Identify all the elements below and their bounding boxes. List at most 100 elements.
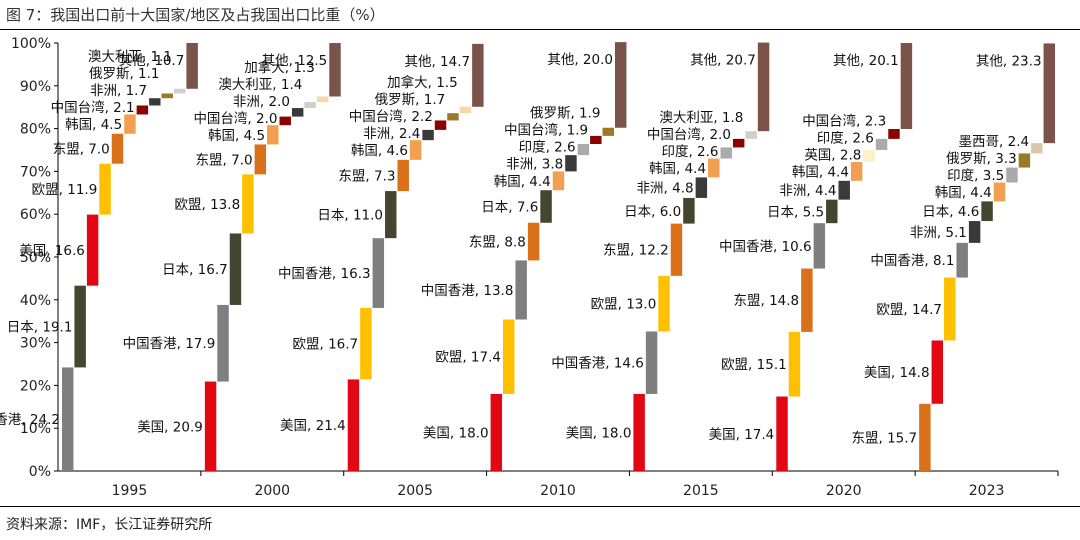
- bar-value-label: 非洲, 4.4: [779, 183, 836, 199]
- bar-segment: [931, 340, 944, 404]
- bar-segment: [422, 129, 434, 141]
- bar-segment: [745, 131, 757, 139]
- bar-segment: [683, 197, 695, 224]
- bar-segment: [62, 367, 74, 471]
- bar-value-label: 印度, 3.5: [947, 168, 1004, 184]
- bar-segment: [291, 108, 304, 117]
- bar-segment: [372, 238, 385, 308]
- bar-segment: [788, 331, 801, 397]
- bar-value-label: 美国, 18.0: [566, 425, 632, 441]
- bar-value-label: 日本, 4.6: [922, 204, 979, 220]
- bar-value-label: 日本, 6.0: [624, 204, 681, 220]
- bar-segment: [981, 201, 993, 222]
- bar-value-label: 美国, 18.0: [423, 425, 489, 441]
- bar-segment: [515, 260, 527, 320]
- y-tick-label: 40%: [20, 293, 51, 309]
- bar-segment: [1043, 43, 1056, 144]
- bar-segment: [590, 135, 602, 145]
- x-tick-label: 2005: [397, 483, 433, 499]
- bar-segment: [614, 42, 627, 128]
- bar-value-label: 俄罗斯, 1.1: [89, 66, 160, 82]
- bar-segment: [888, 129, 900, 139]
- bar-value-label: 俄罗斯, 3.3: [946, 151, 1017, 167]
- bar-value-label: 日本, 11.0: [317, 208, 383, 224]
- bar-segment: [304, 102, 316, 109]
- bar-value-label: 其他, 12.5: [262, 53, 328, 69]
- bar-segment: [360, 307, 372, 380]
- bar-value-label: 澳大利亚, 1.1: [88, 49, 172, 65]
- bar-value-label: 中国香港, 16.3: [278, 266, 371, 282]
- bar-value-label: 欧盟, 13.0: [591, 297, 657, 313]
- bar-value-label: 韩国, 4.4: [935, 185, 992, 201]
- bar-value-label: 欧盟, 15.1: [721, 357, 787, 373]
- bar-segment: [670, 223, 683, 276]
- bar-segment: [347, 379, 360, 471]
- bar-value-label: 东盟, 15.7: [851, 430, 917, 446]
- bar-segment: [565, 155, 577, 172]
- bar-segment: [204, 381, 217, 471]
- bar-segment: [527, 222, 540, 261]
- bar-value-label: 中国香港, 13.8: [421, 283, 514, 299]
- bar-segment: [875, 138, 888, 150]
- bar-segment: [173, 88, 186, 94]
- bar-segment: [813, 223, 826, 269]
- bar-segment: [254, 144, 267, 175]
- bar-segment: [503, 319, 515, 394]
- labels-layer: 中国香港, 24.2 日本, 19.1 美国, 16.6 欧盟, 11.9 东盟, 7.…: [0, 49, 1042, 446]
- bar-segment: [316, 96, 329, 103]
- y-tick-label: 90%: [20, 79, 51, 95]
- bar-value-label: 美国, 17.4: [709, 427, 775, 443]
- bar-segment: [74, 285, 86, 368]
- bar-segment: [242, 174, 254, 234]
- bar-segment: [645, 331, 658, 394]
- bar-segment: [720, 147, 732, 159]
- bar-value-label: 韩国, 4.4: [494, 174, 551, 190]
- bar-value-label: 美国, 20.9: [137, 419, 203, 435]
- x-tick-label: 2010: [540, 483, 576, 499]
- bar-value-label: 东盟, 14.8: [734, 293, 800, 309]
- bar-segment: [472, 43, 484, 107]
- bar-value-label: 欧盟, 11.9: [32, 182, 98, 198]
- bar-value-label: 韩国, 4.5: [65, 117, 122, 133]
- bar-value-label: 其他, 20.7: [690, 53, 756, 69]
- bar-value-label: 其他, 14.7: [404, 54, 470, 70]
- bar-segment: [490, 393, 503, 471]
- bar-segment: [708, 158, 720, 178]
- x-tick-label: 2023: [969, 483, 1005, 499]
- y-tick-label: 100%: [11, 36, 51, 52]
- y-tick-label: 50%: [20, 250, 51, 266]
- y-tick-label: 0%: [29, 464, 51, 480]
- bar-segment: [919, 403, 931, 471]
- bar-value-label: 中国台湾, 2.3: [802, 112, 886, 129]
- bar-segment: [776, 396, 788, 471]
- bar-value-label: 俄罗斯, 1.9: [530, 105, 601, 121]
- source-note: 资料来源：IMF，长江证券研究所: [6, 517, 213, 533]
- bar-value-label: 非洲, 1.7: [90, 83, 147, 99]
- bar-value-label: 东盟, 8.8: [469, 235, 526, 251]
- bar-segment: [229, 233, 242, 305]
- x-tick-label: 2015: [683, 483, 719, 499]
- bar-value-label: 欧盟, 14.7: [876, 302, 942, 318]
- bar-segment: [658, 275, 670, 332]
- bar-value-label: 中国台湾, 1.9: [504, 121, 588, 138]
- bar-segment: [900, 43, 913, 130]
- bar-segment: [329, 43, 341, 97]
- bar-value-label: 美国, 21.4: [280, 418, 346, 434]
- bar-value-label: 东盟, 7.0: [196, 152, 253, 168]
- bar-segment: [409, 140, 422, 160]
- bar-value-label: 中国台湾, 2.0: [647, 126, 731, 143]
- bar-value-label: 欧盟, 13.8: [175, 197, 241, 213]
- bar-value-label: 澳大利亚, 1.4: [218, 77, 302, 93]
- bar-value-label: 日本, 16.7: [162, 262, 228, 278]
- bar-segment: [695, 177, 708, 198]
- bar-segment: [149, 98, 161, 106]
- bar-value-label: 美国, 16.6: [19, 243, 85, 259]
- bar-segment: [577, 144, 590, 156]
- y-tick-label: 20%: [20, 378, 51, 394]
- bar-segment: [1006, 167, 1018, 183]
- bar-value-label: 东盟, 7.0: [53, 142, 110, 158]
- bar-value-label: 俄罗斯, 1.7: [375, 92, 446, 108]
- bar-segment: [838, 180, 850, 200]
- bar-value-label: 其他, 23.3: [976, 53, 1042, 69]
- bar-value-label: 非洲, 4.8: [637, 181, 694, 197]
